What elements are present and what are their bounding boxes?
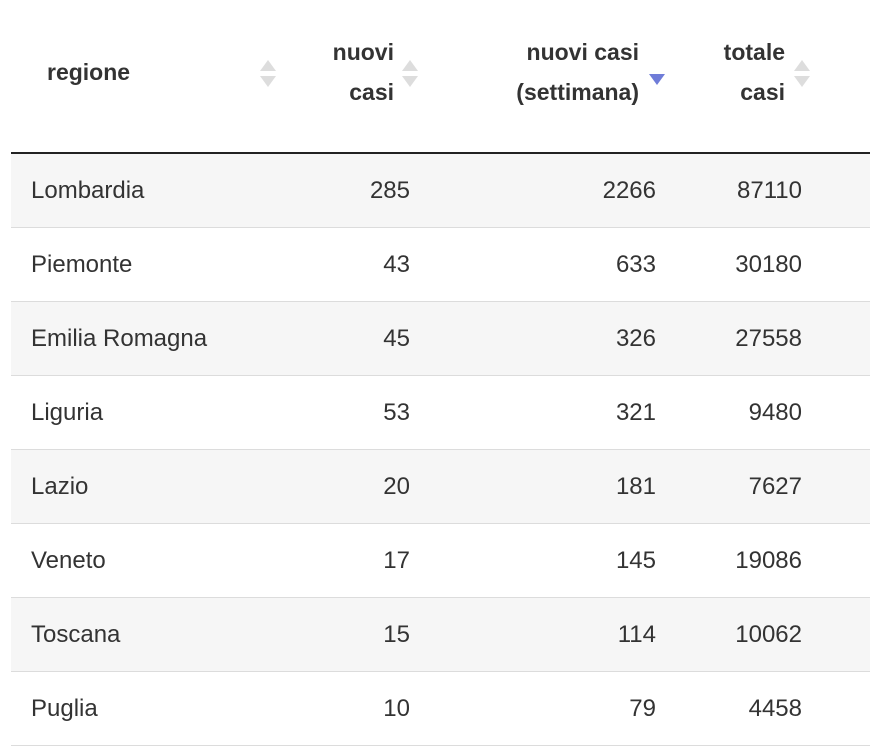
cell-regione: Lombardia bbox=[31, 177, 145, 204]
cell-totale-casi: 10062 bbox=[735, 621, 802, 648]
cell-regione: Piemonte bbox=[31, 251, 133, 278]
cell-totale-casi: 4458 bbox=[748, 695, 802, 722]
cell-nuovi-casi-settimana: 145 bbox=[615, 547, 656, 574]
cell-nuovi-casi: 15 bbox=[383, 621, 410, 648]
cell-nuovi-casi: 10 bbox=[383, 695, 410, 722]
sort-both-icon[interactable] bbox=[794, 57, 810, 91]
sort-descending-icon[interactable] bbox=[649, 74, 665, 85]
table-body: Lombardia 285 2266 87110 Piemonte 43 633… bbox=[11, 154, 870, 746]
cell-nuovi-casi: 43 bbox=[383, 251, 410, 278]
table-row: Lazio 20 181 7627 bbox=[11, 450, 870, 524]
header-divider bbox=[11, 152, 870, 154]
cell-nuovi-casi: 20 bbox=[383, 473, 410, 500]
table-row: Puglia 10 79 4458 bbox=[11, 672, 870, 746]
column-header-regione[interactable]: regione bbox=[47, 52, 130, 92]
sort-both-icon[interactable] bbox=[260, 57, 276, 91]
table-row: Piemonte 43 633 30180 bbox=[11, 228, 870, 302]
cell-totale-casi: 27558 bbox=[735, 325, 802, 352]
cell-nuovi-casi: 45 bbox=[383, 325, 410, 352]
cell-nuovi-casi-settimana: 633 bbox=[615, 251, 656, 278]
table-header: regione nuovi casi nuovi casi (settimana… bbox=[0, 0, 870, 153]
cell-regione: Liguria bbox=[31, 399, 104, 426]
cell-regione: Emilia Romagna bbox=[31, 325, 208, 352]
table-row: Veneto 17 145 19086 bbox=[11, 524, 870, 598]
cell-regione: Veneto bbox=[31, 547, 106, 574]
cell-nuovi-casi-settimana: 79 bbox=[629, 695, 656, 722]
column-header-nuovi-casi[interactable]: nuovi casi bbox=[274, 32, 394, 112]
cell-nuovi-casi-settimana: 181 bbox=[615, 473, 656, 500]
column-header-label: regione bbox=[47, 59, 131, 85]
cell-nuovi-casi: 53 bbox=[383, 399, 410, 426]
table-row: Lombardia 285 2266 87110 bbox=[11, 154, 870, 228]
table-row: Toscana 15 114 10062 bbox=[11, 598, 870, 672]
cell-regione: Lazio bbox=[31, 473, 89, 500]
table-row: Emilia Romagna 45 326 27558 bbox=[11, 302, 870, 376]
column-header-label: nuovi casi (settimana) bbox=[516, 39, 639, 105]
cell-nuovi-casi: 17 bbox=[383, 547, 410, 574]
cell-nuovi-casi-settimana: 114 bbox=[617, 621, 656, 648]
cell-totale-casi: 19086 bbox=[735, 547, 802, 574]
cell-totale-casi: 7627 bbox=[748, 473, 802, 500]
cell-regione: Toscana bbox=[31, 621, 121, 648]
table-row: Liguria 53 321 9480 bbox=[11, 376, 870, 450]
cell-totale-casi: 30180 bbox=[735, 251, 802, 278]
cell-regione: Puglia bbox=[31, 695, 98, 722]
column-header-label: nuovi casi bbox=[332, 39, 394, 105]
cell-totale-casi: 9480 bbox=[748, 399, 802, 426]
column-header-nuovi-casi-settimana[interactable]: nuovi casi (settimana) bbox=[439, 32, 639, 112]
cell-nuovi-casi-settimana: 321 bbox=[615, 399, 656, 426]
column-header-totale-casi[interactable]: totale casi bbox=[675, 32, 785, 112]
sort-both-icon[interactable] bbox=[402, 57, 418, 91]
cell-totale-casi: 87110 bbox=[737, 177, 802, 204]
cell-nuovi-casi-settimana: 326 bbox=[615, 325, 656, 352]
cell-nuovi-casi: 285 bbox=[369, 177, 410, 204]
column-header-label: totale casi bbox=[723, 39, 785, 105]
cell-nuovi-casi-settimana: 2266 bbox=[602, 177, 656, 204]
